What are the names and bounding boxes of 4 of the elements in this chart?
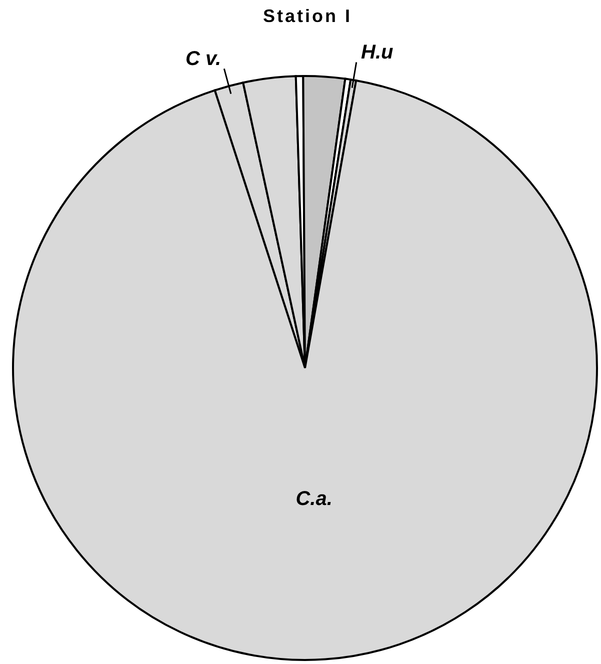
slice-label: C v. (186, 48, 222, 70)
slice-label: C.a. (296, 488, 332, 510)
chart-title: Station I (262, 6, 353, 27)
slice-label: H.u (361, 41, 394, 64)
